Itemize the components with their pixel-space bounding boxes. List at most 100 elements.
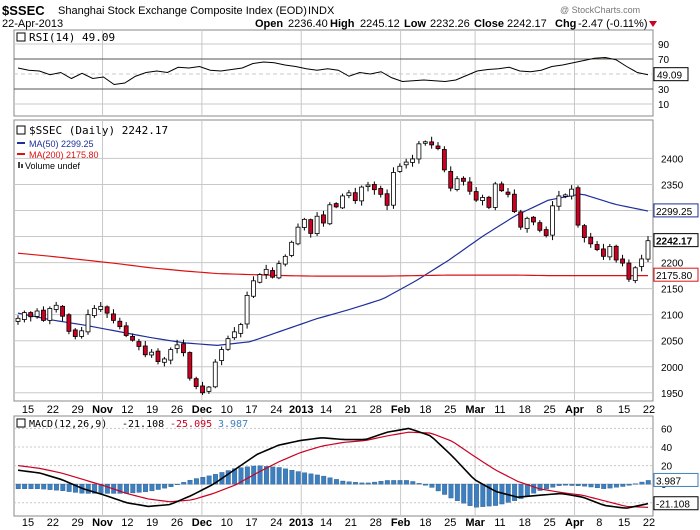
macd-hist-bar-21 — [149, 483, 155, 492]
candle-body-40 — [270, 270, 275, 278]
price-x-label-15: Feb — [391, 404, 411, 416]
candle-body-90 — [588, 236, 594, 245]
price-x-label-5: 19 — [146, 404, 158, 416]
candle-body-25 — [174, 344, 180, 349]
price-legend-text: $SSEC (Daily) 2242.17 — [29, 124, 168, 137]
macd-hist-bar-67 — [442, 483, 448, 495]
macd-hist-bar-60 — [397, 480, 403, 485]
candle-body-87 — [569, 188, 575, 197]
macd-hist-bar-42 — [283, 468, 288, 485]
macd-hist-bar-68 — [448, 483, 454, 499]
price-tick-2100: 2100 — [661, 311, 684, 322]
price-x-label-14: 28 — [370, 404, 382, 416]
macd-x-label-18: Mar — [465, 517, 485, 529]
macd-hist-bar-28 — [193, 478, 199, 485]
price-tick-2200: 2200 — [661, 259, 684, 270]
candle-body-2 — [28, 312, 34, 318]
macd-hist-bar-6 — [53, 483, 59, 491]
macd-hist-bar-1 — [22, 483, 28, 489]
candle-body-89 — [581, 225, 587, 238]
candle-body-68 — [448, 170, 454, 189]
macd-hist-bar-39 — [263, 466, 269, 485]
macd-hist-bar-44 — [295, 471, 301, 485]
watermark: @ StockCharts.com — [560, 5, 640, 15]
macd-hist-bar-88 — [575, 483, 581, 486]
candle-body-76 — [499, 183, 505, 192]
ma50-value-label: 2299.25 — [656, 207, 693, 218]
candle-body-41 — [276, 263, 282, 279]
macd-x-label-8: 10 — [221, 517, 233, 529]
candle-body-27 — [187, 352, 193, 379]
macd-layer — [15, 427, 651, 509]
macd-tick-20: 20 — [661, 462, 673, 473]
open-value: 2236.40 — [288, 18, 328, 30]
macd-hist-bar-52 — [346, 481, 352, 485]
candle-body-19 — [136, 341, 142, 347]
candle-body-36 — [244, 295, 250, 325]
macd-hist-bar-71 — [467, 483, 473, 506]
candle-body-23 — [161, 358, 167, 363]
candle-body-67 — [441, 149, 447, 171]
macd-hist-bar-26 — [181, 482, 187, 485]
macd-hist-bar-79 — [518, 483, 524, 499]
macd-hist-bar-95 — [620, 483, 626, 487]
price-layer — [15, 136, 651, 395]
chg-label: Chg — [555, 18, 576, 30]
macd-line — [17, 427, 649, 509]
candle-body-43 — [289, 241, 295, 256]
macd-x-label-14: 28 — [370, 517, 382, 529]
price-x-label-17: 25 — [444, 404, 456, 416]
candle-body-91 — [594, 244, 600, 250]
candle-body-51 — [340, 195, 345, 209]
candle-body-48 — [321, 214, 326, 224]
candle-body-50 — [333, 203, 339, 208]
macd-legend-signal: -25.095 — [170, 419, 212, 430]
macd-hist-bar-18 — [130, 483, 136, 494]
macd-value-label: -21.108 — [656, 500, 690, 511]
macd-legend-swatch — [16, 418, 26, 428]
candle-body-12 — [91, 308, 97, 316]
ma50-value-label-box — [653, 203, 699, 218]
candle-body-82 — [537, 222, 543, 231]
macd-hist-bar-61 — [403, 480, 409, 485]
candle-body-72 — [473, 191, 479, 201]
macd-hist-bar-74 — [486, 483, 492, 507]
macd-legend-macd: -21.108 — [122, 419, 164, 430]
macd-signal-line — [17, 431, 649, 508]
candle-body-47 — [314, 215, 320, 234]
macd-x-label-11: 2013 — [289, 517, 313, 529]
macd-hist-bar-86 — [563, 483, 568, 486]
macd-hist-bar-91 — [594, 483, 600, 489]
rsi-tick-90: 90 — [658, 40, 670, 51]
ma200-value-label-box — [653, 267, 699, 282]
quote-date: 22-Apr-2013 — [2, 18, 63, 30]
macd-hist-bar-55 — [365, 482, 371, 485]
macd-x-label-7: Dec — [192, 517, 212, 529]
close-label: Close — [474, 18, 504, 30]
ma200-legend-text: MA(200) 2175.80 — [29, 150, 99, 160]
macd-hist-bar-84 — [550, 483, 556, 488]
macd-hist-bar-33 — [225, 470, 231, 485]
candle-body-14 — [104, 306, 110, 314]
candle-body-1 — [21, 312, 27, 320]
macd-hist-bar-94 — [613, 483, 619, 488]
candle-body-94 — [613, 245, 619, 261]
price-x-label-11: 2013 — [289, 404, 313, 416]
rsi-tick-30: 30 — [658, 85, 670, 96]
macd-hist-bar-99 — [645, 480, 651, 485]
macd-hist-bar-63 — [416, 483, 422, 485]
macd-legend: MACD(12,26,9) -21.108 -25.095 3.987 — [16, 418, 248, 430]
macd-x-label-25: 22 — [643, 517, 655, 529]
macd-hist-bar-22 — [155, 483, 161, 490]
candle-body-33 — [225, 338, 231, 350]
macd-legend-hist: 3.987 — [218, 419, 248, 430]
ma200-value-label: 2175.80 — [656, 271, 693, 282]
macd-hist-bar-27 — [187, 479, 193, 485]
macd-x-label-5: 19 — [146, 517, 158, 529]
candle-body-20 — [142, 345, 148, 356]
low-value: 2232.26 — [430, 18, 470, 30]
candle-body-85 — [556, 195, 562, 207]
candle-body-59 — [391, 172, 396, 206]
ma50-legend-text: MA(50) 2299.25 — [29, 139, 94, 149]
candle-body-35 — [238, 324, 244, 334]
